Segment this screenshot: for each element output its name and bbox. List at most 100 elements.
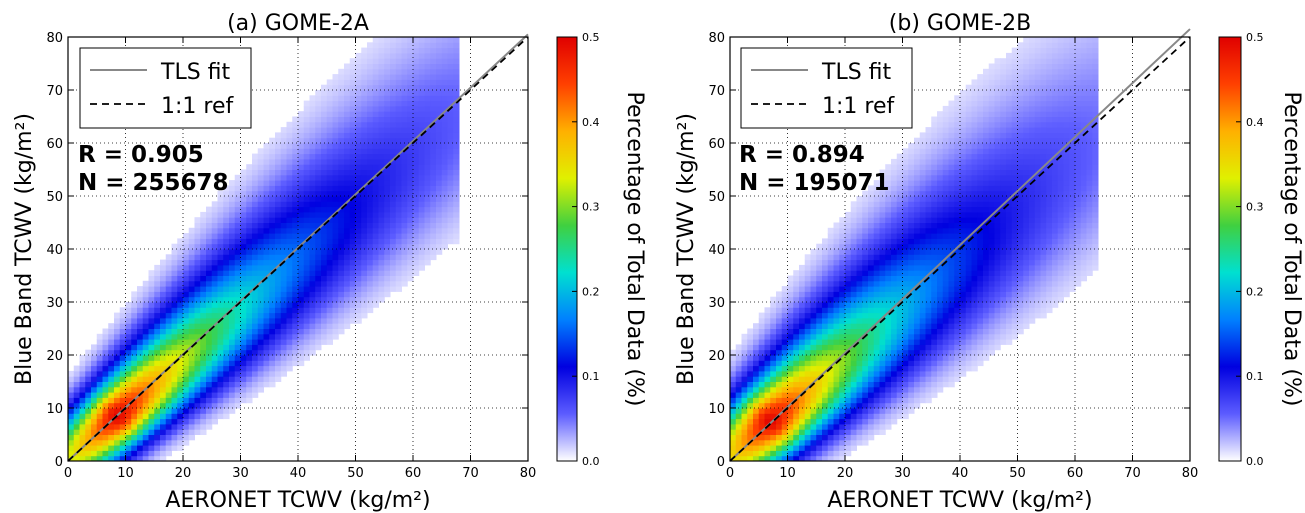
heatmap-cell xyxy=(223,370,230,377)
heatmap-cell xyxy=(395,68,402,75)
heatmap-cell xyxy=(246,392,253,398)
heatmap-cell xyxy=(822,291,829,298)
heatmap-cell xyxy=(131,360,138,367)
heatmap-cell xyxy=(453,90,460,96)
heatmap-cell xyxy=(983,95,990,102)
heatmap-cell xyxy=(275,190,282,197)
heatmap-cell xyxy=(804,434,811,441)
heatmap-cell xyxy=(68,392,75,398)
heatmap-cell xyxy=(948,323,955,329)
heatmap-cell xyxy=(856,408,863,414)
heatmap-cell xyxy=(96,355,103,361)
heatmap-cell xyxy=(845,238,852,245)
heatmap-cell xyxy=(787,355,794,361)
heatmap-cell xyxy=(822,328,829,335)
heatmap-cell xyxy=(349,169,356,176)
heatmap-cell xyxy=(908,349,915,356)
heatmap-cell xyxy=(891,190,898,197)
heatmap-cell xyxy=(902,254,909,261)
heatmap-cell xyxy=(114,317,121,324)
heatmap-cell xyxy=(799,445,806,451)
heatmap-cell xyxy=(862,413,869,420)
heatmap-cell xyxy=(148,413,155,420)
heatmap-cell xyxy=(361,47,368,54)
heatmap-cell xyxy=(177,365,184,372)
heatmap-cell xyxy=(229,381,236,388)
heatmap-cell xyxy=(223,217,230,223)
heatmap-cell xyxy=(896,392,903,398)
heatmap-cell xyxy=(1000,180,1007,186)
heatmap-cell xyxy=(856,360,863,367)
heatmap-cell xyxy=(776,296,783,303)
heatmap-cell xyxy=(977,291,984,298)
heatmap-cell xyxy=(885,344,892,351)
heatmap-cell xyxy=(971,169,978,176)
heatmap-cell xyxy=(971,132,978,139)
heatmap-cell xyxy=(931,217,938,223)
heatmap-cell xyxy=(171,270,178,276)
heatmap-cell xyxy=(873,333,880,340)
heatmap-cell xyxy=(781,392,788,398)
heatmap-cell xyxy=(367,132,374,139)
heatmap-cell xyxy=(286,185,293,192)
heatmap-cell xyxy=(165,264,172,271)
heatmap-cell xyxy=(96,339,103,345)
heatmap-cell xyxy=(326,201,333,208)
heatmap-cell xyxy=(280,143,287,149)
heatmap-cell xyxy=(879,206,886,213)
heatmap-cell xyxy=(148,455,155,462)
heatmap-cell xyxy=(137,450,144,457)
heatmap-cell xyxy=(436,52,443,59)
heatmap-cell xyxy=(954,264,961,271)
heatmap-cell xyxy=(885,328,892,335)
heatmap-cell xyxy=(280,264,287,271)
heatmap-cell xyxy=(931,148,938,155)
heatmap-cell xyxy=(298,127,305,133)
heatmap-cell xyxy=(349,174,356,181)
heatmap-cell xyxy=(154,296,161,303)
heatmap-cell xyxy=(298,254,305,261)
heatmap-cell xyxy=(839,323,846,329)
heatmap-cell xyxy=(361,68,368,75)
heatmap-cell xyxy=(793,317,800,324)
heatmap-cell xyxy=(263,254,270,261)
heatmap-cell xyxy=(942,132,949,139)
heatmap-cell xyxy=(919,185,926,192)
heatmap-cell xyxy=(303,291,310,298)
heatmap-cell xyxy=(119,413,126,420)
heatmap-cell xyxy=(942,381,949,388)
heatmap-cell xyxy=(338,196,345,202)
heatmap-cell xyxy=(223,196,230,202)
heatmap-cell xyxy=(810,296,817,303)
heatmap-cell xyxy=(367,217,374,223)
heatmap-cell xyxy=(171,264,178,271)
heatmap-cell xyxy=(206,206,213,213)
heatmap-cell xyxy=(211,392,218,398)
heatmap-cell xyxy=(321,127,328,133)
x-tick-label: 80 xyxy=(520,466,537,481)
heatmap-cell xyxy=(275,143,282,149)
heatmap-cell xyxy=(879,217,886,223)
heatmap-cell xyxy=(896,264,903,271)
heatmap-cell xyxy=(137,355,144,361)
heatmap-cell xyxy=(850,312,857,319)
heatmap-cell xyxy=(344,174,351,181)
heatmap-cell xyxy=(298,344,305,351)
heatmap-cell xyxy=(868,429,875,435)
heatmap-cell xyxy=(183,302,190,308)
heatmap-cell xyxy=(246,360,253,367)
heatmap-cell xyxy=(862,286,869,292)
heatmap-cell xyxy=(764,445,771,451)
heatmap-cell xyxy=(119,429,126,435)
heatmap-cell xyxy=(315,164,322,170)
heatmap-cell xyxy=(983,185,990,192)
heatmap-cell xyxy=(234,201,241,208)
heatmap-cell xyxy=(413,153,420,160)
heatmap-cell xyxy=(298,174,305,181)
heatmap-cell xyxy=(413,63,420,70)
heatmap-cell xyxy=(891,254,898,261)
heatmap-cell xyxy=(799,339,806,345)
heatmap-cell xyxy=(367,211,374,218)
heatmap-cell xyxy=(988,243,995,250)
heatmap-cell xyxy=(937,376,944,382)
